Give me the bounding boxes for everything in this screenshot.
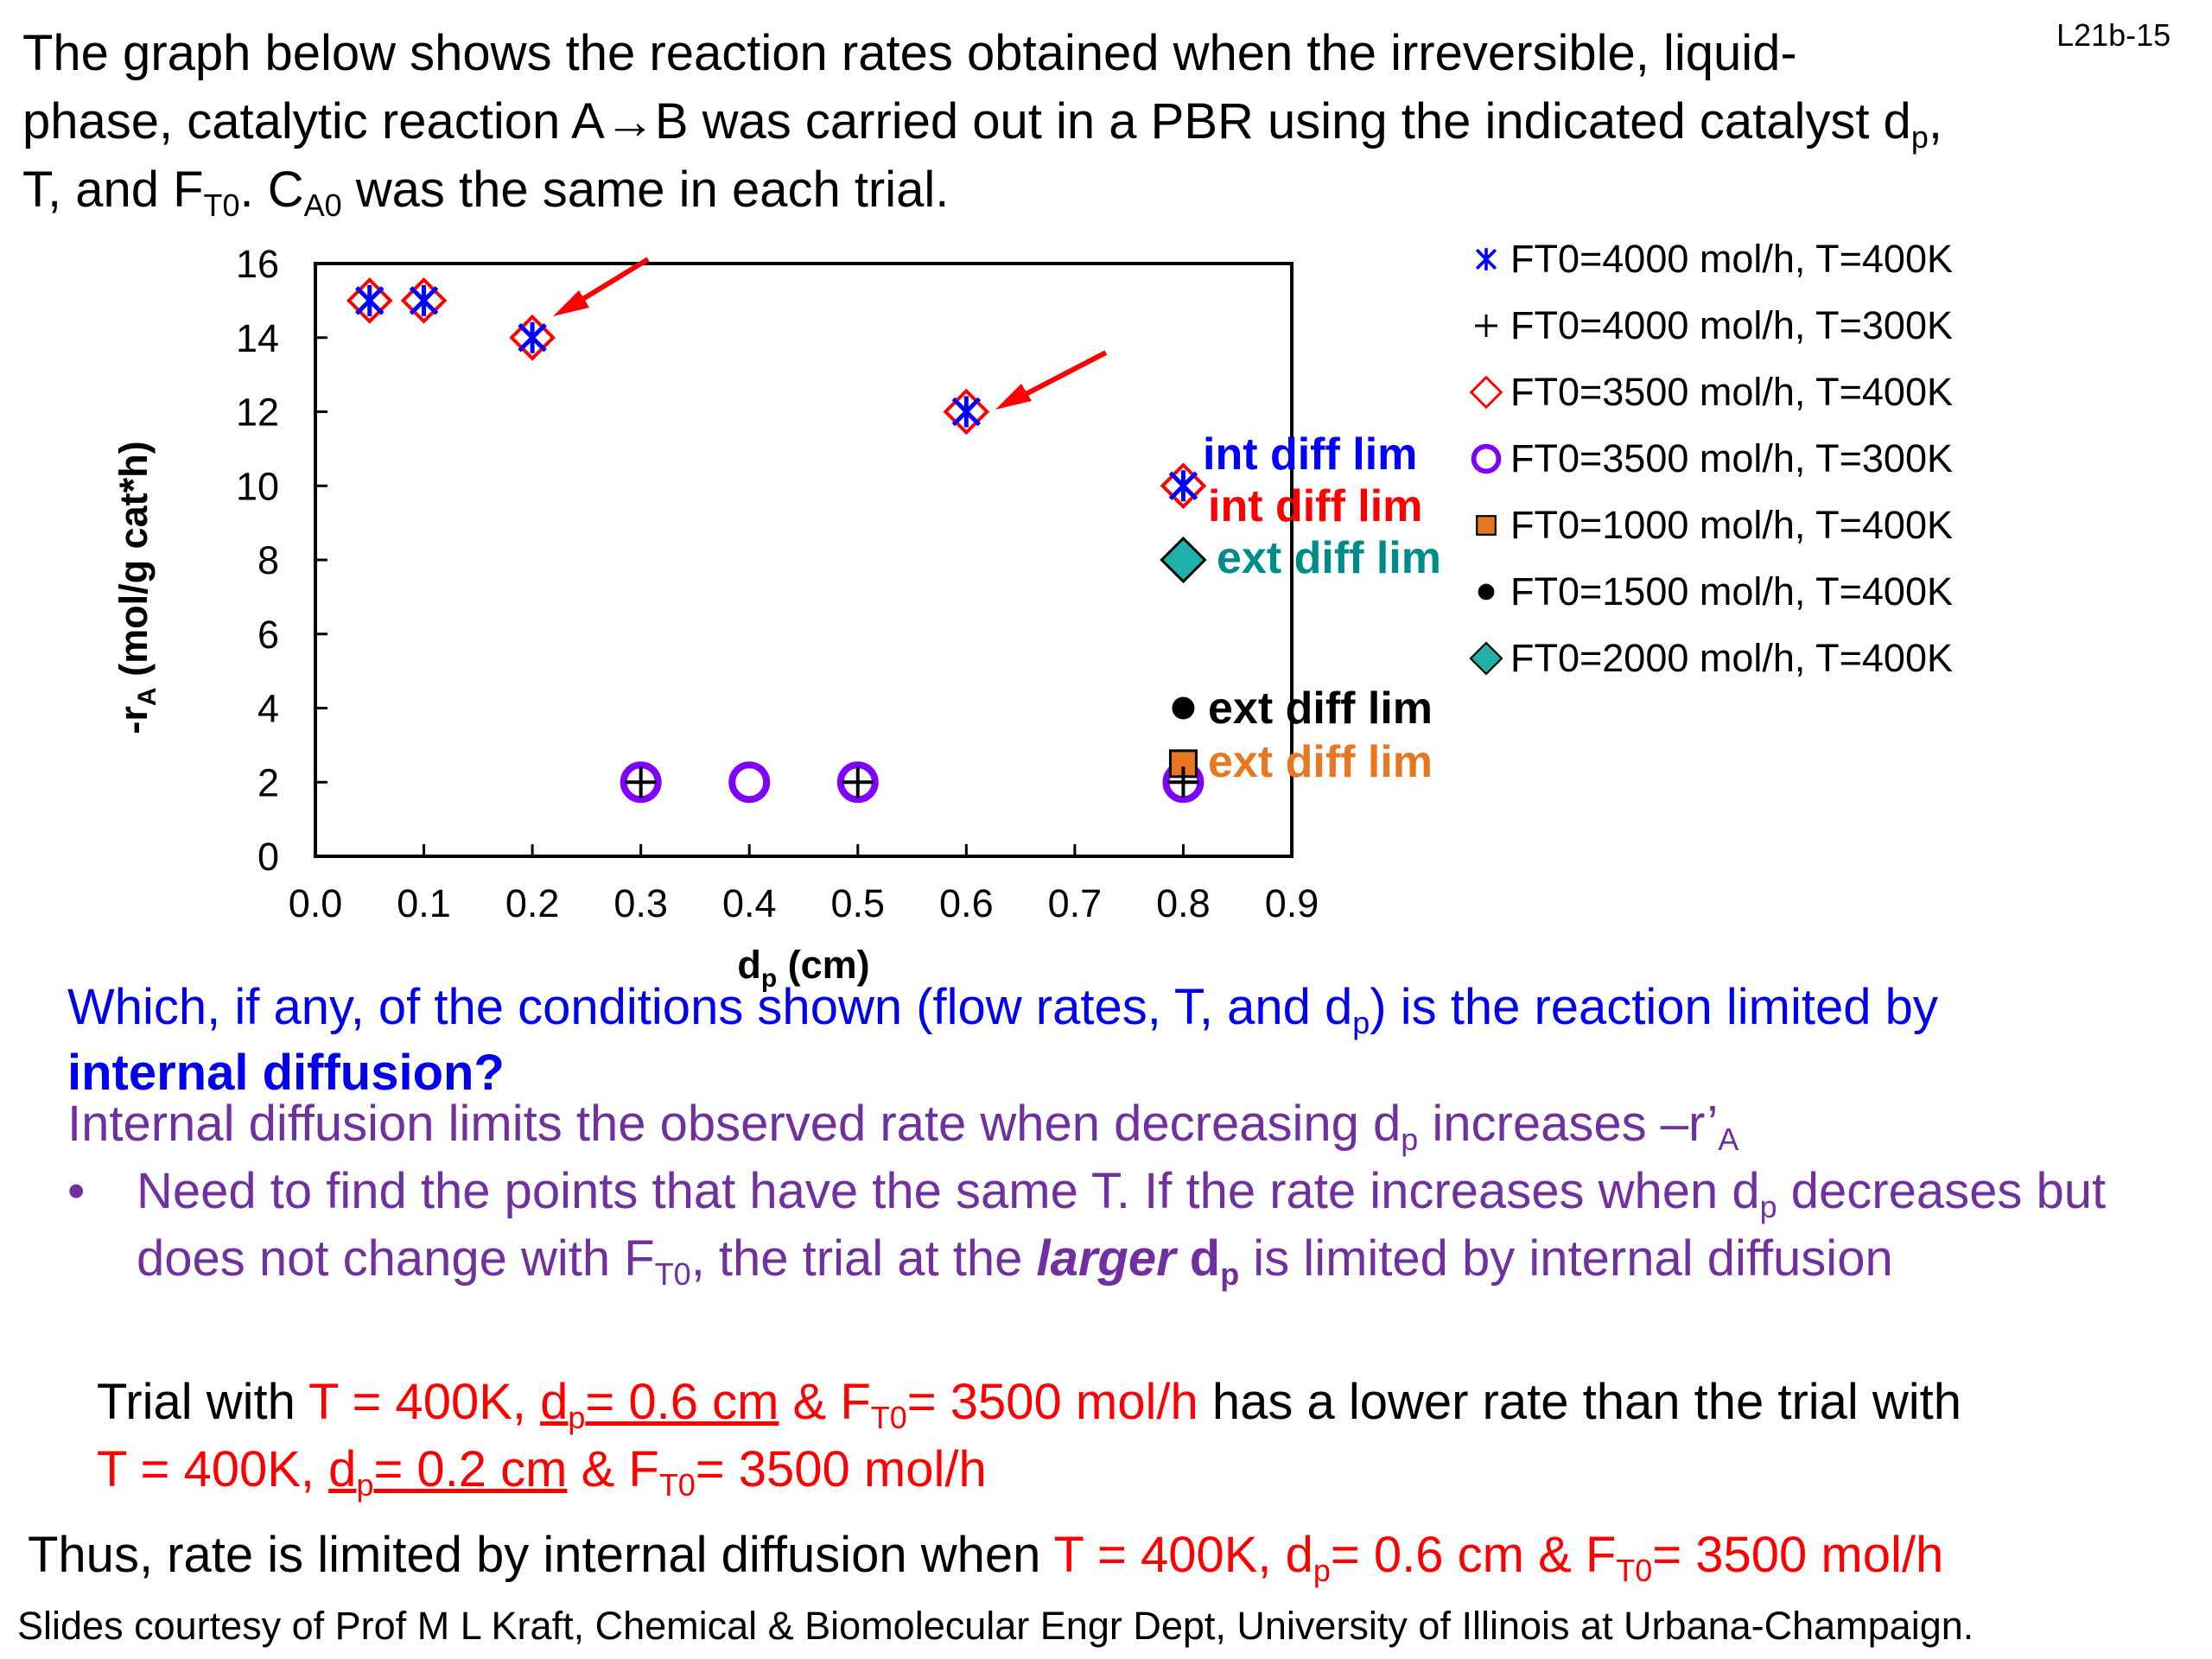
- legend-marker: [1478, 583, 1495, 601]
- y-tick-label: 12: [236, 391, 279, 435]
- x-tick-label: 0.9: [1265, 881, 1319, 925]
- data-point: [1168, 470, 1198, 502]
- trial-comparison: Trial with T = 400K, dp= 0.6 cm & FT0= 3…: [97, 1374, 1962, 1503]
- data-point: [518, 321, 547, 353]
- arrow-to-dp-0.6: [995, 350, 1108, 410]
- x-tick-label: 0.0: [289, 881, 343, 925]
- x-tick-label: 0.2: [505, 881, 560, 925]
- data-point: [943, 388, 990, 435]
- y-tick-label: 4: [257, 687, 279, 731]
- explanation-text: Internal diffusion limits the observed r…: [67, 1096, 1739, 1157]
- y-tick-label: 14: [236, 316, 279, 360]
- annotation-ext-diff-orange: ext diff lim: [1208, 737, 1433, 787]
- legend-marker: [1469, 375, 1503, 410]
- annotation-int-diff-blue: int diff lim: [1203, 429, 1418, 480]
- data-point: [620, 761, 662, 804]
- y-tick-label: 2: [257, 760, 279, 804]
- data-point: [509, 314, 556, 361]
- legend-label: FT0=3500 mol/h, T=400K: [1510, 370, 1953, 414]
- data-point: [842, 766, 874, 798]
- y-tick-label: 10: [236, 464, 279, 508]
- credit-footer: Slides courtesy of Prof M L Kraft, Chemi…: [17, 1604, 1974, 1648]
- x-tick-label: 0.6: [939, 881, 994, 925]
- data-point: [409, 284, 439, 316]
- data-point: [728, 761, 771, 804]
- legend-marker: [1475, 315, 1497, 337]
- legend-label: FT0=4000 mol/h, T=300K: [1510, 303, 1953, 347]
- rate-vs-dp-chart: 0.0 0.1 0.2 0.3 0.4 0.5 0.6 0.7 0.8 0.9 0 2 4 6 8 10 12 1…: [111, 242, 1319, 993]
- y-tick-label: 6: [257, 613, 279, 657]
- legend-label: FT0=2000 mol/h, T=400K: [1510, 636, 1953, 680]
- legend-label: FT0=4000 mol/h, T=400K: [1510, 237, 1953, 281]
- legend-marker: [1471, 443, 1502, 474]
- x-tick-label: 0.5: [830, 881, 885, 925]
- y-tick-label: 8: [257, 538, 279, 582]
- x-tick-label: 0.4: [722, 881, 777, 925]
- y-tick-label: 16: [236, 242, 279, 286]
- slide-id: L21b-15: [2056, 17, 2171, 53]
- data-point: [951, 396, 982, 428]
- data-point: [836, 761, 879, 804]
- bullet-dot: •: [67, 1163, 86, 1219]
- x-tick-label: 0.7: [1048, 881, 1103, 925]
- data-point: [400, 277, 448, 324]
- data-point: [1160, 462, 1207, 510]
- x-tick-label: 0.3: [613, 881, 668, 925]
- data-point: [1167, 766, 1199, 798]
- y-tick-label: 0: [257, 835, 279, 879]
- data-point: [346, 277, 393, 324]
- legend-marker: [1475, 248, 1497, 270]
- annotation-int-diff-red: int diff lim: [1208, 481, 1423, 531]
- annotation-ext-diff-black: ext diff lim: [1208, 683, 1433, 734]
- plot-frame: [314, 262, 1294, 858]
- data-point: [1160, 536, 1207, 584]
- legend-label: FT0=3500 mol/h, T=300K: [1510, 436, 1953, 480]
- data-point: [355, 284, 385, 316]
- x-tick-label: 0.1: [397, 881, 451, 925]
- legend-label: FT0=1000 mol/h, T=400K: [1510, 503, 1953, 547]
- annotation-ext-diff-teal: ext diff lim: [1217, 533, 1442, 583]
- data-point: [1172, 696, 1195, 720]
- intro-text: The graph below shows the reaction rates…: [22, 25, 1942, 223]
- x-tick-label: 0.8: [1156, 881, 1211, 925]
- conclusion-text: Thus, rate is limited by internal diffus…: [28, 1527, 1944, 1588]
- legend-label: FT0=1500 mol/h, T=400K: [1510, 569, 1953, 613]
- legend-marker: [1469, 641, 1503, 676]
- question-text: Which, if any, of the conditions shown (…: [67, 979, 1938, 1101]
- x-axis-label: dp (cm): [737, 943, 869, 993]
- data-point: [625, 766, 657, 798]
- arrow-to-dp-0.2: [553, 257, 650, 316]
- legend-marker: [1476, 515, 1497, 536]
- y-axis-label: -rA (mol/g cat*h): [111, 441, 162, 734]
